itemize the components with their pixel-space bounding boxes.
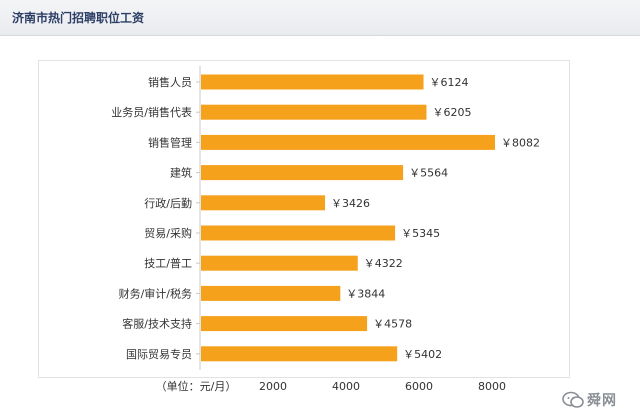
bar <box>201 255 358 271</box>
category-label: 贸易/采购 <box>144 226 192 240</box>
page-title: 济南市热门招聘职位工资 <box>12 11 145 25</box>
bar <box>201 134 495 150</box>
data-label: ￥4578 <box>373 318 412 331</box>
bars-layer <box>201 74 495 362</box>
data-label: ￥3844 <box>346 287 385 300</box>
category-label: 行政/后勤 <box>144 196 192 210</box>
data-label: ￥6124 <box>430 76 469 89</box>
x-tick-label: 8000 <box>478 380 506 393</box>
bar <box>201 104 427 120</box>
data-label: ￥6205 <box>432 106 471 119</box>
bar <box>201 225 396 241</box>
axis-layer <box>196 66 201 370</box>
bar <box>201 316 368 332</box>
category-label: 销售人员 <box>148 75 192 89</box>
category-label: 客服/技术支持 <box>122 317 192 331</box>
unit-label: （单位：元/月） <box>156 379 237 393</box>
category-label: 销售管理 <box>148 135 192 149</box>
bar <box>201 346 398 362</box>
category-label: 国际贸易专员 <box>126 347 192 361</box>
category-label: 建筑 <box>170 166 192 180</box>
data-label: ￥5345 <box>401 227 440 240</box>
data-label: ￥5402 <box>403 348 442 361</box>
watermark-text: 舜网 <box>587 393 617 409</box>
data-label: ￥8082 <box>501 136 540 149</box>
wechat-icon <box>562 391 584 408</box>
bar <box>201 195 326 211</box>
x-tick-label: 6000 <box>405 380 433 393</box>
bar <box>201 74 424 90</box>
data-label: ￥3426 <box>331 197 370 210</box>
labels-layer: 销售人员 ￥6124 业务员/销售代表 ￥6205 销售管理 ￥8082 建筑 ￥5564 行政… <box>111 75 540 393</box>
bar <box>201 165 404 181</box>
category-label: 业务员/销售代表 <box>111 105 192 119</box>
x-tick-label: 2000 <box>259 380 287 393</box>
bar <box>201 285 341 301</box>
data-label: ￥4322 <box>364 257 403 270</box>
chart-header: 济南市热门招聘职位工资 <box>0 0 640 36</box>
category-label: 财务/审计/税务 <box>119 286 192 300</box>
watermark: 舜网 <box>562 390 617 410</box>
data-label: ￥5564 <box>409 167 448 180</box>
x-tick-label: 4000 <box>332 380 360 393</box>
category-label: 技工/普工 <box>144 256 192 270</box>
